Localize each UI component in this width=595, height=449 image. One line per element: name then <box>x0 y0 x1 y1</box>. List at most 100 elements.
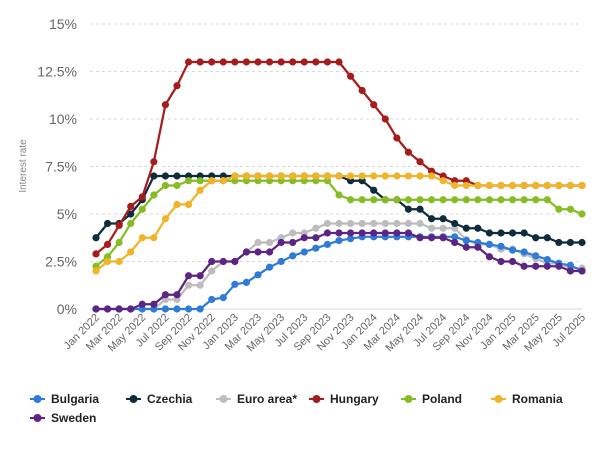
data-point[interactable] <box>346 229 355 237</box>
data-point[interactable] <box>508 246 517 254</box>
data-point[interactable] <box>393 134 401 142</box>
data-point[interactable] <box>300 234 308 242</box>
data-point[interactable] <box>532 262 540 270</box>
data-point[interactable] <box>474 243 482 251</box>
data-point[interactable] <box>381 172 389 180</box>
data-point[interactable] <box>312 244 320 252</box>
legend-item-hungary[interactable]: Hungary <box>309 392 379 406</box>
data-point[interactable] <box>346 172 355 180</box>
data-point[interactable] <box>439 177 447 185</box>
data-point[interactable] <box>92 305 100 313</box>
data-point[interactable] <box>520 181 528 190</box>
data-point[interactable] <box>451 219 459 228</box>
data-point[interactable] <box>485 253 494 261</box>
legend-item-euro-area[interactable]: Euro area* <box>216 392 297 406</box>
data-point[interactable] <box>289 229 297 237</box>
data-point[interactable] <box>208 257 216 266</box>
data-point[interactable] <box>254 172 262 180</box>
data-point[interactable] <box>161 215 170 223</box>
data-point[interactable] <box>184 281 193 289</box>
data-point[interactable] <box>242 278 251 286</box>
data-point[interactable] <box>265 248 274 256</box>
data-point[interactable] <box>335 172 343 180</box>
data-point[interactable] <box>416 219 424 228</box>
data-point[interactable] <box>543 234 551 242</box>
data-point[interactable] <box>115 257 123 266</box>
data-point[interactable] <box>404 196 413 204</box>
data-point[interactable] <box>497 181 505 190</box>
data-point[interactable] <box>566 181 575 190</box>
data-point[interactable] <box>578 238 586 247</box>
data-point[interactable] <box>277 257 285 266</box>
data-point[interactable] <box>173 82 181 90</box>
data-point[interactable] <box>555 262 563 270</box>
data-point[interactable] <box>312 172 320 180</box>
data-point[interactable] <box>451 181 459 190</box>
data-point[interactable] <box>173 305 181 313</box>
data-point[interactable] <box>416 158 424 166</box>
data-point[interactable] <box>427 172 436 180</box>
data-point[interactable] <box>346 196 355 204</box>
data-point[interactable] <box>474 181 482 190</box>
data-point[interactable] <box>346 219 355 228</box>
data-point[interactable] <box>416 196 424 204</box>
data-point[interactable] <box>92 267 100 275</box>
data-point[interactable] <box>289 252 297 260</box>
data-point[interactable] <box>439 196 447 204</box>
data-point[interactable] <box>520 262 528 270</box>
legend-item-czechia[interactable]: Czechia <box>126 392 193 406</box>
data-point[interactable] <box>370 172 378 180</box>
data-point[interactable] <box>161 172 170 180</box>
data-point[interactable] <box>439 224 447 232</box>
data-point[interactable] <box>254 238 262 247</box>
data-point[interactable] <box>196 186 204 194</box>
data-point[interactable] <box>532 181 540 190</box>
data-point[interactable] <box>520 229 528 237</box>
data-point[interactable] <box>532 196 540 204</box>
data-point[interactable] <box>370 219 378 228</box>
data-point[interactable] <box>508 181 517 190</box>
data-point[interactable] <box>231 280 239 288</box>
data-point[interactable] <box>566 205 575 213</box>
data-point[interactable] <box>184 305 193 313</box>
data-point[interactable] <box>161 181 170 190</box>
data-point[interactable] <box>346 235 355 243</box>
data-point[interactable] <box>474 196 482 204</box>
data-point[interactable] <box>196 272 204 280</box>
data-point[interactable] <box>219 294 227 302</box>
data-point[interactable] <box>462 196 470 204</box>
data-point[interactable] <box>173 200 181 209</box>
data-point[interactable] <box>115 305 123 313</box>
legend-item-poland[interactable]: Poland <box>401 392 462 406</box>
data-point[interactable] <box>404 205 413 213</box>
data-point[interactable] <box>138 193 146 201</box>
data-point[interactable] <box>150 158 158 166</box>
data-point[interactable] <box>462 237 470 245</box>
legend-item-sweden[interactable]: Sweden <box>30 411 96 425</box>
data-point[interactable] <box>173 172 181 180</box>
data-point[interactable] <box>381 115 389 123</box>
data-point[interactable] <box>416 172 424 180</box>
data-point[interactable] <box>508 229 517 237</box>
data-point[interactable] <box>485 240 494 248</box>
data-point[interactable] <box>578 181 586 190</box>
data-point[interactable] <box>358 86 366 95</box>
data-point[interactable] <box>312 224 320 232</box>
data-point[interactable] <box>555 238 563 247</box>
data-point[interactable] <box>381 196 389 204</box>
data-point[interactable] <box>485 181 494 190</box>
data-point[interactable] <box>393 172 401 180</box>
data-point[interactable] <box>196 177 204 185</box>
data-point[interactable] <box>103 219 112 228</box>
data-point[interactable] <box>520 196 528 204</box>
data-point[interactable] <box>543 262 551 270</box>
data-point[interactable] <box>462 181 470 190</box>
data-point[interactable] <box>103 257 112 266</box>
legend-item-bulgaria[interactable]: Bulgaria <box>30 392 99 406</box>
data-point[interactable] <box>219 58 227 66</box>
data-point[interactable] <box>555 181 563 190</box>
data-point[interactable] <box>92 234 100 242</box>
data-point[interactable] <box>127 305 135 313</box>
data-point[interactable] <box>150 234 158 242</box>
data-point[interactable] <box>127 248 135 256</box>
